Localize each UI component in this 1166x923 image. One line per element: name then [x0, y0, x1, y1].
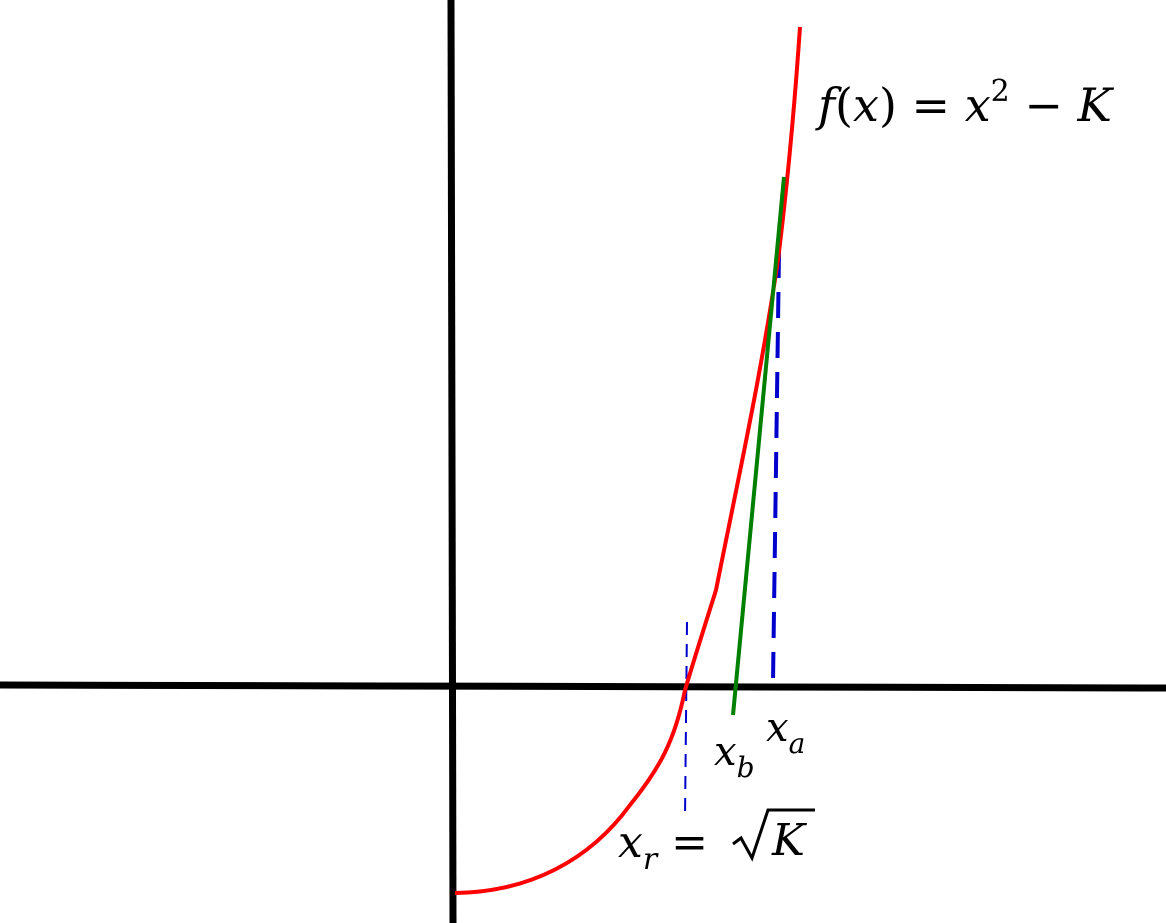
x-a-base: x: [766, 705, 789, 751]
x-a-subscript: a: [789, 727, 806, 760]
sqrt-radicand: K: [771, 815, 807, 866]
sqrt-radical-icon: [732, 808, 815, 862]
x-b-subscript: b: [737, 751, 755, 784]
x-r-subscript: r: [643, 842, 659, 877]
function-label-x: x: [853, 78, 879, 132]
x-r-guide-line: [684, 621, 688, 819]
function-label-x2: x: [965, 78, 991, 132]
x-b-base: x: [714, 729, 737, 775]
x-r-label: xr =: [618, 817, 708, 877]
x-a-label: xa: [766, 705, 805, 760]
x-r-equals: =: [657, 817, 708, 868]
x-axis: [0, 681, 1166, 692]
function-label-minus: −: [1010, 78, 1078, 132]
x-a-guide-line: [771, 251, 781, 683]
x-b-label: xb: [714, 729, 755, 784]
tangent-line: [731, 176, 786, 716]
function-label-open: (: [835, 78, 853, 132]
function-label-eq: =: [897, 78, 965, 132]
y-axis: [447, 0, 457, 923]
function-curve: [454, 26, 802, 895]
function-label-close: ): [879, 78, 897, 132]
function-label: f(x) = x2 − K: [815, 74, 1115, 132]
function-label-k: K: [1077, 78, 1115, 132]
function-label-power: 2: [991, 74, 1010, 109]
x-r-base: x: [618, 817, 643, 868]
